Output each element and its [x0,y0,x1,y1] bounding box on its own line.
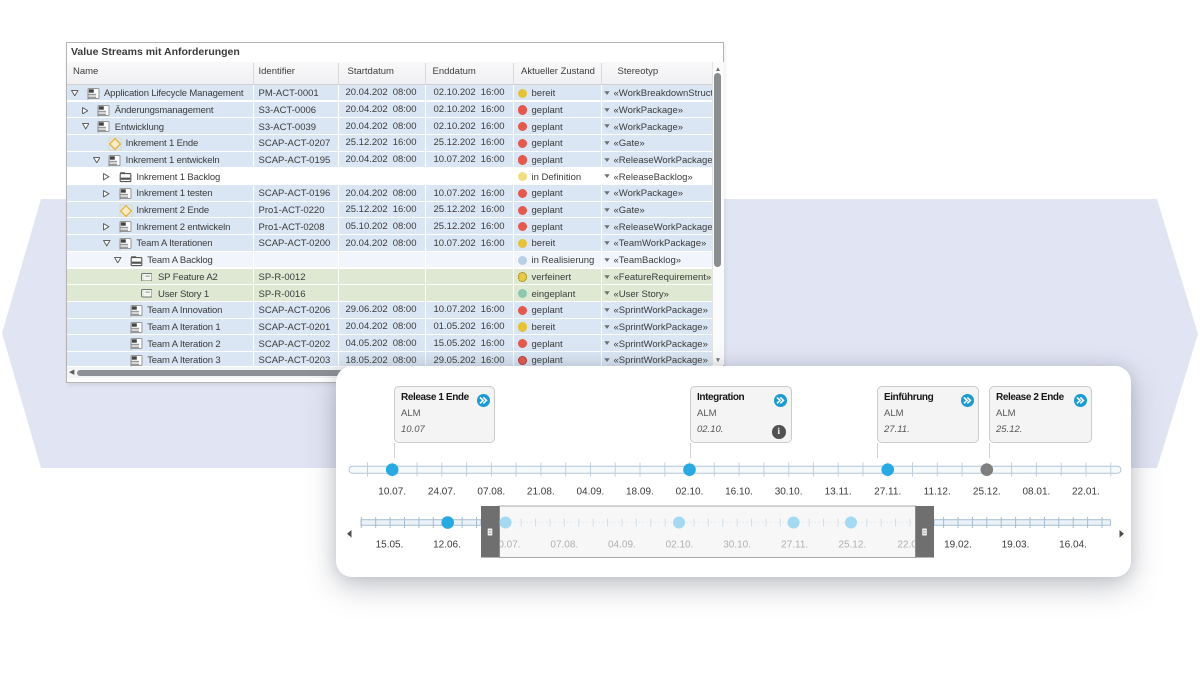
svg-text:21.08.: 21.08. [527,487,555,498]
svg-text:07.08.: 07.08. [550,540,578,551]
svg-text:16.10.: 16.10. [725,487,753,498]
svg-text:12.06.: 12.06. [433,540,461,551]
svg-text:07.08.: 07.08. [477,487,505,498]
svg-text:08.01.: 08.01. [1022,487,1050,498]
svg-text:11.12.: 11.12. [924,487,951,498]
svg-text:27.11.: 27.11. [781,540,808,551]
svg-text:22.01: 22.01 [897,540,922,551]
svg-text:30.10.: 30.10. [775,487,803,498]
svg-text:19.02.: 19.02. [944,540,972,551]
svg-text:24.07.: 24.07. [428,487,456,498]
svg-text:10.07.: 10.07. [378,487,406,498]
svg-text:02.10.: 02.10. [666,540,694,551]
svg-text:10.07.: 10.07. [493,540,521,551]
svg-text:13.11.: 13.11. [825,487,852,498]
svg-text:22.01.: 22.01. [1072,487,1100,498]
svg-text:19.03.: 19.03. [1002,540,1030,551]
svg-text:25.12.: 25.12. [838,540,866,551]
svg-text:02.10.: 02.10. [676,487,704,498]
svg-text:27.11.: 27.11. [874,487,901,498]
svg-text:18.09.: 18.09. [626,487,654,498]
svg-text:04.09.: 04.09. [608,540,636,551]
svg-text:04.09.: 04.09. [576,487,604,498]
svg-text:15.05.: 15.05. [376,540,404,551]
svg-text:30.10.: 30.10. [723,540,751,551]
svg-text:25.12.: 25.12. [973,487,1001,498]
svg-text:16.04.: 16.04. [1059,540,1087,551]
